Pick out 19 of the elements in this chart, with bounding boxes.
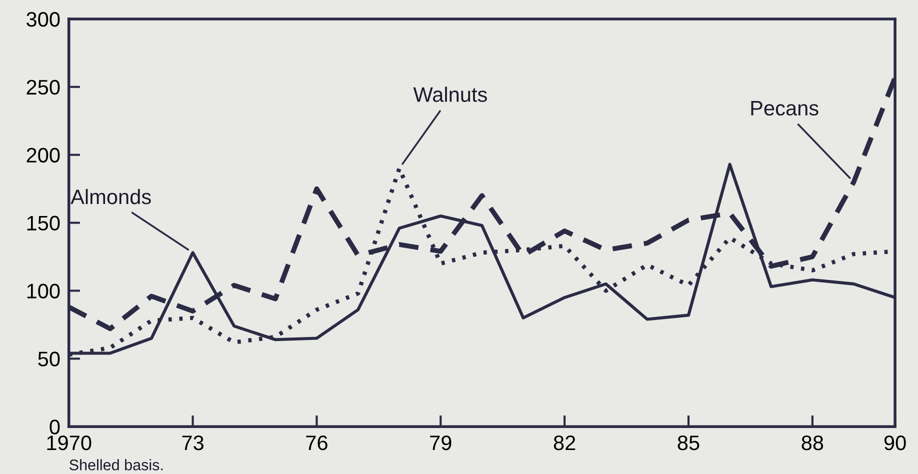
y-tick-label: 250	[26, 80, 60, 95]
y-tick-label: 300	[26, 12, 60, 27]
y-tick-label: 50	[38, 352, 60, 366]
y-tick-label: 200	[26, 148, 60, 163]
x-tick-label: 1970	[47, 435, 92, 450]
x-tick-label: 82	[554, 435, 576, 450]
x-tick-label: 73	[182, 435, 204, 450]
y-tick-label: 150	[27, 216, 60, 231]
y-tick-label: 100	[27, 284, 60, 298]
x-tick-label: 79	[430, 435, 452, 450]
annotation: Almonds	[70, 188, 151, 204]
x-tick-label: 76	[306, 435, 328, 450]
x-tick-label: 90	[884, 435, 906, 450]
x-tick-label: 85	[678, 435, 700, 450]
y-tick-label: 0	[50, 420, 60, 434]
annotation: Pecans	[751, 101, 818, 116]
x-tick-label: 88	[802, 435, 824, 450]
annotation: Walnuts	[413, 86, 487, 102]
text: Shelled basis.	[70, 459, 163, 470]
